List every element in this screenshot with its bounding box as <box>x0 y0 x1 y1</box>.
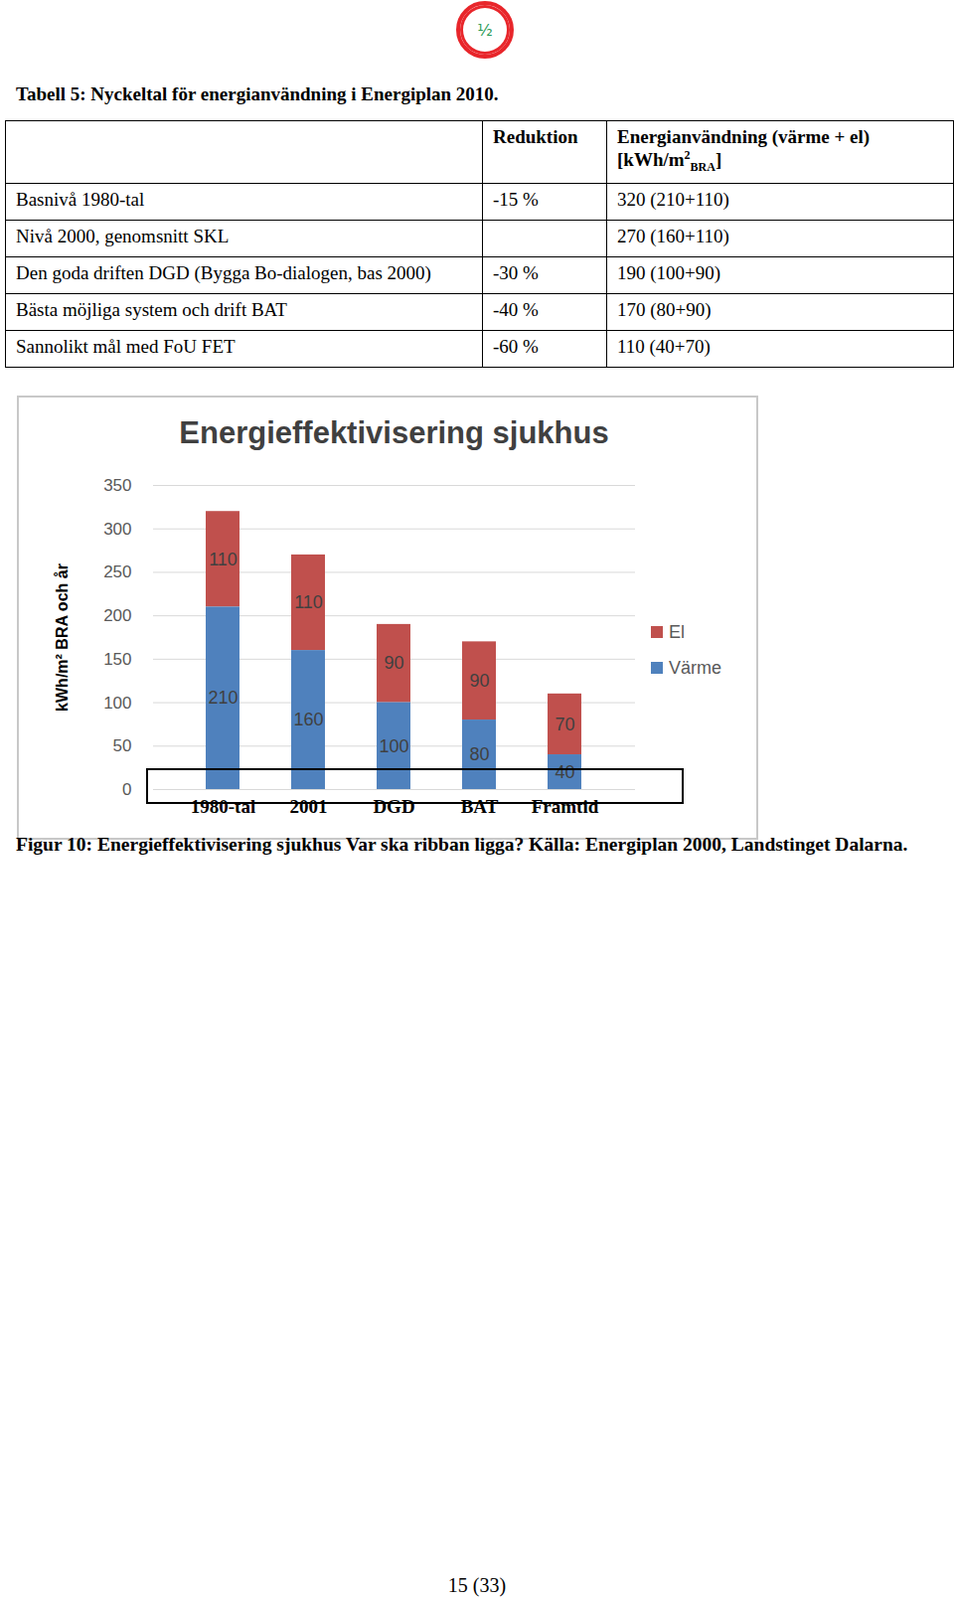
svg-text:Framtid: Framtid <box>531 795 600 817</box>
svg-text:200: 200 <box>103 606 132 626</box>
html-text:320 (210+110): 320 (210+110) <box>617 188 730 210</box>
svg-text:50: 50 <box>113 736 133 756</box>
svg-text:kWh/m² BRA och år: kWh/m² BRA och år <box>53 563 71 712</box>
html-text:Bästa möjliga system och drift: Bästa möjliga system och drift BAT <box>15 299 287 320</box>
svg-text:300: 300 <box>103 519 132 539</box>
html-text:Nivå 2000, genomsnitt SKL: Nivå 2000, genomsnitt SKL <box>15 225 229 247</box>
html-text:190 (100+90): 190 (100+90) <box>617 262 721 284</box>
html-text:El: El <box>668 621 685 642</box>
html-text:Energieffektivisering sjukhus: Energieffektivisering sjukhus <box>179 415 609 451</box>
svg-text:70: 70 <box>554 714 575 735</box>
svg-text:DGD: DGD <box>372 795 415 817</box>
html-text:Figur 10: Energieffektiviserin: Figur 10: Energieffektivisering sjukhus … <box>15 833 908 855</box>
svg-text:160: 160 <box>293 709 323 730</box>
html-text:Värme: Värme <box>668 657 722 678</box>
svg-text:2001: 2001 <box>290 795 328 817</box>
html-text:270 (160+110): 270 (160+110) <box>617 225 730 247</box>
svg-text:40: 40 <box>554 762 575 783</box>
svg-text:210: 210 <box>207 687 238 708</box>
html-text:BRA]: BRA] <box>690 149 722 175</box>
html-text:Basnivå 1980-tal: Basnivå 1980-tal <box>15 188 145 210</box>
html-text:Tabell 5: Nyckeltal för energi: Tabell 5: Nyckeltal för energianvändning… <box>15 83 499 105</box>
html-text:170 (80+90): 170 (80+90) <box>617 299 712 320</box>
svg-text:350: 350 <box>103 476 132 495</box>
html-text:[kWh/m2: [kWh/m2 <box>617 148 691 171</box>
html-text:-30 %: -30 % <box>492 262 539 284</box>
html-text:Sannolikt mål med FoU FET: Sannolikt mål med FoU FET <box>15 335 236 357</box>
html-text:Energianvändning (värme + el): Energianvändning (värme + el) <box>617 126 870 148</box>
html-text:-40 %: -40 % <box>492 299 539 320</box>
html-text:-60 %: -60 % <box>492 335 539 357</box>
svg-text:110: 110 <box>208 549 238 570</box>
html-text:Den goda driften DGD (Bygga Bo: Den goda driften DGD (Bygga Bo-dialogen,… <box>15 262 432 284</box>
svg-text:90: 90 <box>469 670 489 691</box>
svg-text:150: 150 <box>103 649 132 669</box>
svg-text:BAT: BAT <box>461 795 499 817</box>
html-text:½: ½ <box>477 20 493 40</box>
html-text:15 (33): 15 (33) <box>447 1574 507 1596</box>
svg-text:90: 90 <box>383 652 404 673</box>
svg-text:0: 0 <box>122 780 132 799</box>
html-text:Reduktion: Reduktion <box>492 126 578 148</box>
svg-text:80: 80 <box>469 744 489 765</box>
svg-text:1980-tal: 1980-tal <box>190 795 256 817</box>
svg-text:110: 110 <box>294 592 323 613</box>
html-text:-15 %: -15 % <box>492 188 539 210</box>
svg-text:100: 100 <box>103 693 132 713</box>
svg-text:100: 100 <box>378 736 409 757</box>
html-text:110 (40+70): 110 (40+70) <box>617 335 711 357</box>
svg-text:250: 250 <box>103 562 132 582</box>
